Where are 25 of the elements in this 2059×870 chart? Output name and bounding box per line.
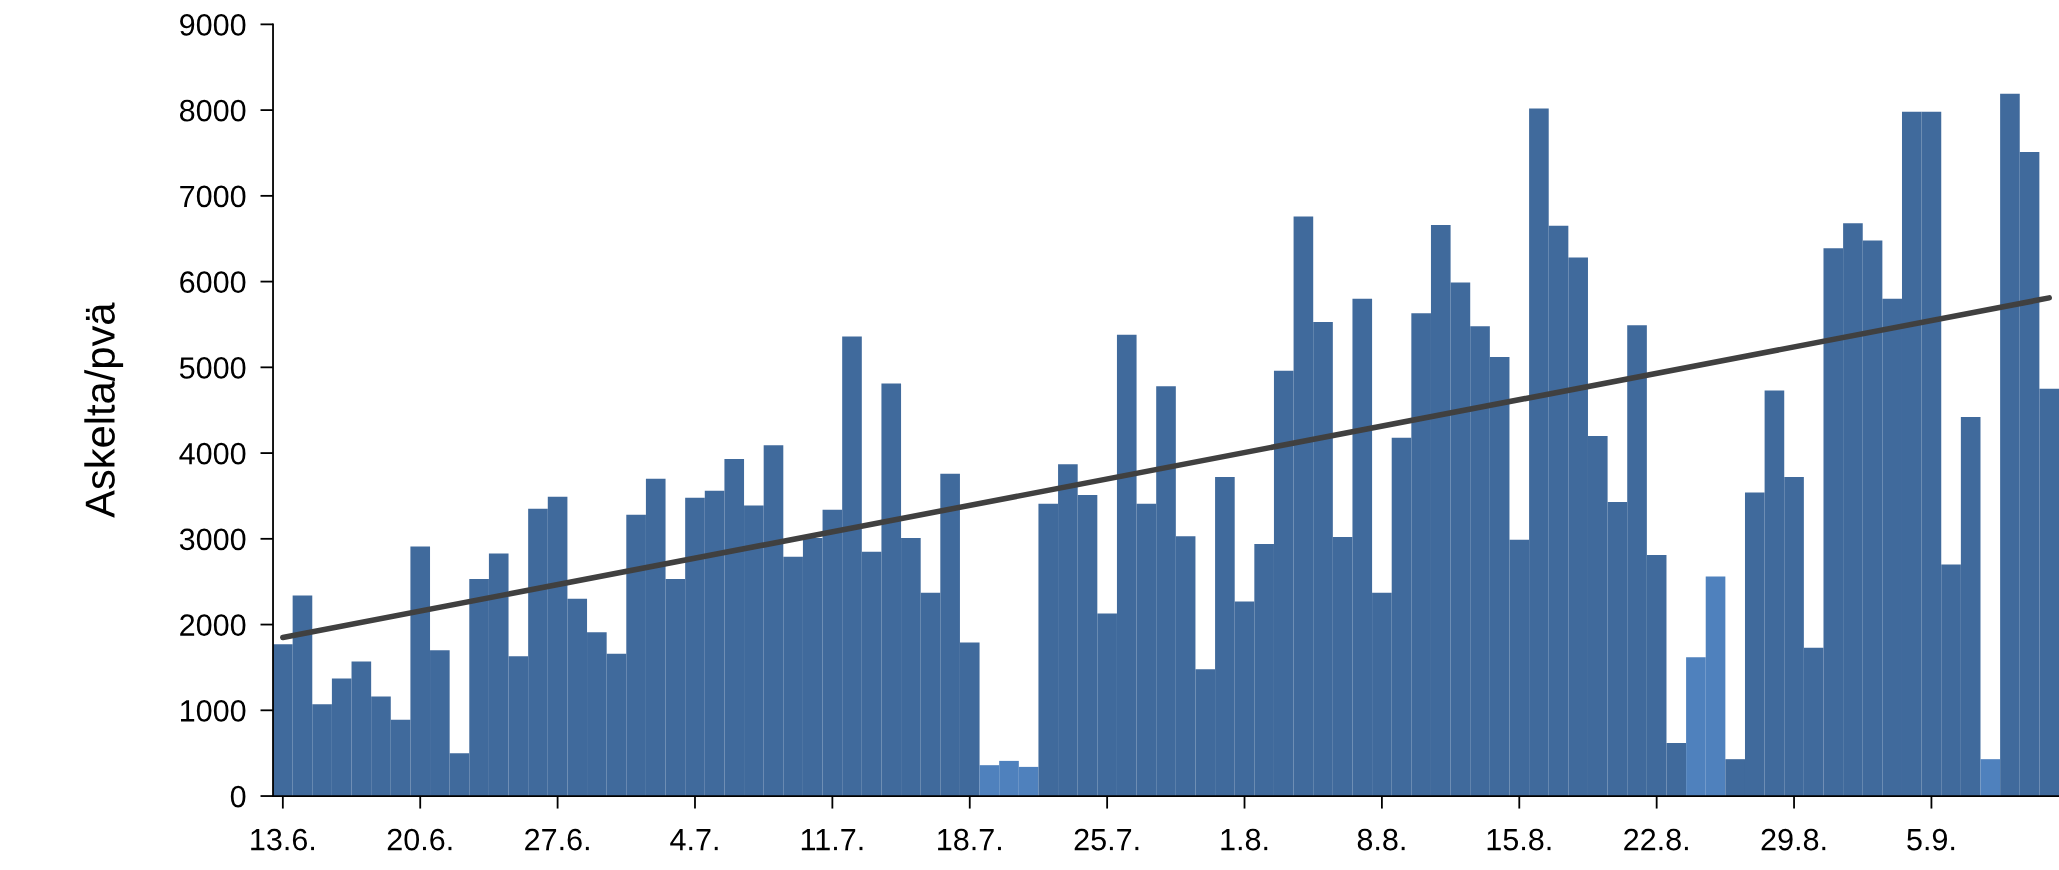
x-tick-label: 27.6. (525, 828, 589, 851)
x-tick-label: 5.9. (1907, 828, 1955, 851)
x-tick-label: 1.8. (1221, 828, 1268, 851)
x-tick-label: 15.8. (1487, 828, 1551, 851)
y-tick-label: 8000 (179, 99, 246, 122)
y-tick-label: 1000 (181, 700, 246, 722)
y-tick-label: 9000 (180, 14, 246, 36)
y-tick-label: 7000 (180, 185, 246, 208)
x-tick-label: 11.7. (801, 829, 863, 851)
y-tick-label: 4000 (179, 442, 246, 465)
x-tick-label: 22.8. (1624, 828, 1688, 851)
x-tick-label: 18.7. (938, 828, 1001, 851)
y-tick-label: 5000 (179, 357, 246, 379)
y-axis-title: Askelta/pvä (84, 302, 124, 518)
y-tick-label: 0 (230, 785, 246, 808)
x-tick-label: 20.6. (387, 828, 452, 851)
y-tick-label: 3000 (179, 528, 246, 551)
x-tick-label: 8.8. (1357, 828, 1405, 851)
x-tick-label: 4.7. (670, 829, 718, 851)
y-tick-label: 6000 (180, 271, 246, 293)
y-tick-label: 2000 (180, 614, 246, 636)
bar (1980, 759, 2001, 797)
x-tick-label: 29.8. (1761, 828, 1826, 851)
x-tick-label: 13.6. (251, 828, 315, 851)
x-tick-label: 25.7. (1074, 828, 1139, 851)
